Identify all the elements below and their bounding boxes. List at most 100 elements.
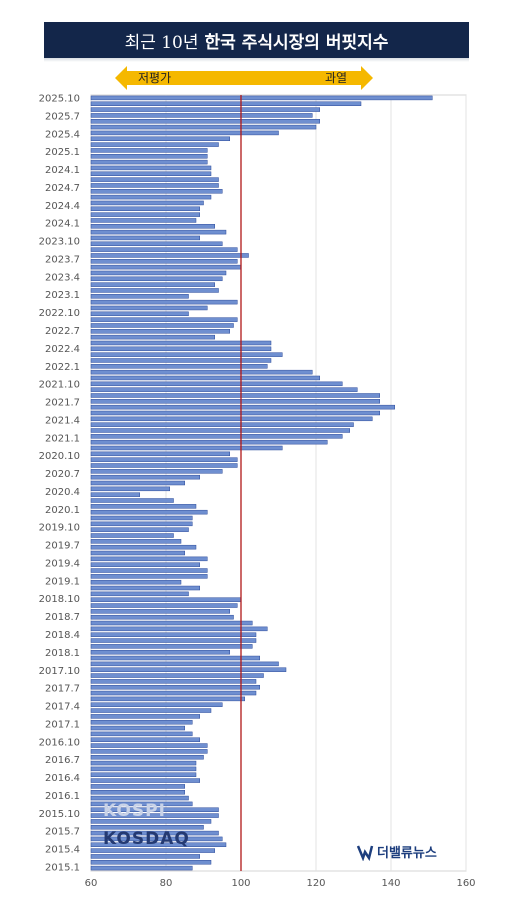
bar	[90, 609, 230, 614]
y-tick-label: 2022.1	[45, 362, 80, 373]
bar	[90, 445, 283, 451]
bar	[90, 311, 189, 317]
bar	[90, 95, 433, 101]
y-tick-label: 2020.7	[45, 469, 80, 480]
bar	[90, 329, 230, 334]
y-tick-label: 2015.10	[39, 809, 80, 820]
bar	[90, 737, 200, 742]
bar	[90, 165, 212, 171]
bar	[90, 486, 170, 492]
bar	[90, 159, 208, 165]
bar	[90, 264, 242, 270]
bar	[90, 393, 380, 398]
y-tick-label: 2018.10	[39, 594, 80, 605]
bar	[90, 323, 234, 328]
bar	[90, 544, 197, 550]
y-tick-label: 2020.4	[45, 487, 80, 498]
bar	[90, 183, 219, 188]
bar	[90, 113, 313, 118]
y-tick-label: 2018.7	[45, 612, 80, 623]
bar	[90, 259, 238, 264]
bar	[90, 130, 279, 136]
bar	[90, 766, 197, 772]
bar	[90, 194, 212, 200]
overheated-label: 과열	[325, 71, 348, 85]
bar	[90, 585, 200, 591]
title-main: 한국 주식시장의 버핏지수	[204, 32, 389, 53]
bar	[90, 451, 230, 457]
y-tick-label: 2023.10	[39, 237, 80, 248]
y-tick-label: 2015.4	[45, 845, 80, 856]
bar	[90, 492, 140, 497]
bar	[90, 136, 230, 141]
bar	[90, 218, 197, 223]
bar	[90, 399, 380, 404]
bar	[90, 702, 223, 707]
x-tick-label: 120	[306, 878, 325, 889]
bar	[90, 515, 193, 521]
y-tick-label: 2023.7	[45, 254, 80, 265]
bar	[90, 813, 219, 818]
bar	[90, 591, 189, 597]
bar	[90, 463, 238, 468]
bar	[90, 212, 200, 217]
bar	[90, 760, 197, 766]
bar	[90, 107, 320, 112]
bar	[90, 825, 204, 830]
y-tick-label: 2016.10	[39, 737, 80, 748]
y-tick-label: 2025.10	[39, 94, 80, 105]
chart-title: 최근 10년 한국 주식시장의 버핏지수	[44, 22, 469, 58]
bar	[90, 830, 219, 836]
bar	[90, 708, 212, 713]
y-tick-label: 2024.7	[45, 183, 80, 194]
bar	[90, 480, 185, 486]
bar	[90, 282, 215, 287]
bar	[90, 836, 223, 842]
bar	[90, 124, 317, 130]
bar	[90, 632, 257, 637]
bar	[90, 714, 200, 719]
bar	[90, 795, 189, 801]
bar	[90, 819, 212, 824]
bar	[90, 533, 174, 538]
y-tick-label: 2016.7	[45, 755, 80, 766]
y-tick-label: 2023.4	[45, 272, 80, 283]
y-tick-label: 2022.7	[45, 326, 80, 337]
bar	[90, 784, 185, 789]
y-tick-label: 2018.4	[45, 630, 80, 641]
bar	[90, 177, 219, 182]
bar	[90, 119, 320, 124]
y-tick-label: 2015.1	[45, 863, 80, 874]
bar	[90, 597, 242, 602]
y-tick-label: 2016.4	[45, 773, 80, 784]
x-tick-label: 160	[456, 878, 475, 889]
bar	[90, 404, 395, 410]
y-tick-label: 2017.7	[45, 684, 80, 695]
bar	[90, 247, 238, 252]
bar	[90, 807, 219, 812]
bar	[90, 235, 200, 241]
bar	[90, 101, 362, 106]
y-tick-label: 2017.1	[45, 719, 80, 730]
y-tick-label: 2022.10	[39, 308, 80, 319]
brand-name: 더밸류뉴스	[377, 846, 437, 861]
bar	[90, 224, 215, 229]
title-shadow	[44, 58, 469, 62]
x-tick-label: 140	[381, 878, 400, 889]
bar	[90, 346, 272, 352]
bar	[90, 469, 223, 474]
bar	[90, 790, 185, 795]
bar	[90, 620, 253, 626]
bar	[90, 148, 208, 153]
bar	[90, 270, 227, 276]
bar	[90, 299, 238, 305]
bar	[90, 498, 174, 503]
x-tick-label: 80	[160, 878, 173, 889]
bar	[90, 206, 200, 212]
bar	[90, 603, 238, 608]
bar	[90, 410, 380, 416]
bar	[90, 509, 208, 515]
bar	[90, 387, 358, 392]
bar	[90, 865, 193, 871]
